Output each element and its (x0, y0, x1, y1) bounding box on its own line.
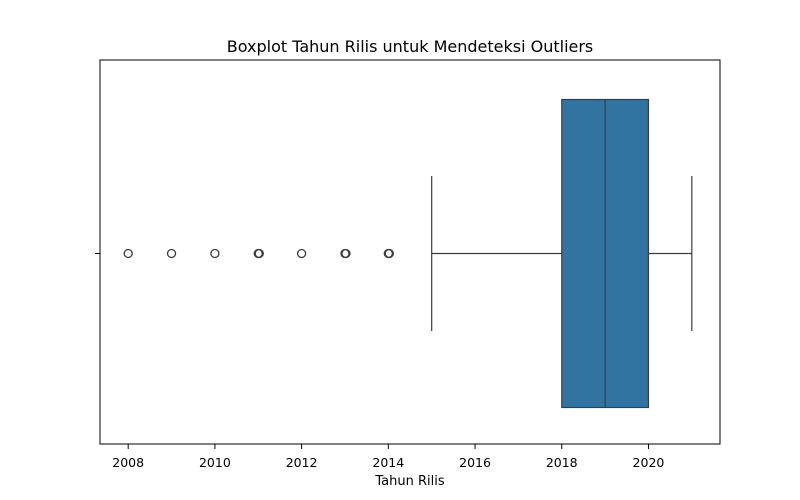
x-axis-ticks: 2008 2010 2012 2014 2016 2018 2020 (112, 444, 664, 470)
x-tick-label: 2018 (546, 455, 578, 470)
x-tick-label: 2012 (286, 455, 318, 470)
plot-area-frame (99, 59, 721, 445)
outlier-point (384, 248, 394, 259)
x-tick-label: 2016 (459, 455, 491, 470)
chart-title: Boxplot Tahun Rilis untuk Mendeteksi Out… (227, 37, 594, 56)
x-tick-label: 2010 (199, 455, 231, 470)
x-tick-label: 2008 (112, 455, 144, 470)
x-axis-label: Tahun Rilis (374, 474, 444, 489)
x-tick-label: 2014 (372, 455, 404, 470)
outlier-group (123, 248, 394, 259)
box-group (431, 98, 693, 409)
outlier-point (210, 248, 220, 259)
outlier-point (166, 248, 177, 259)
x-tick-label: 2020 (633, 455, 665, 470)
outlier-point (254, 248, 264, 259)
outlier-point (123, 248, 133, 259)
outlier-point (296, 248, 307, 259)
outlier-point (341, 248, 351, 259)
